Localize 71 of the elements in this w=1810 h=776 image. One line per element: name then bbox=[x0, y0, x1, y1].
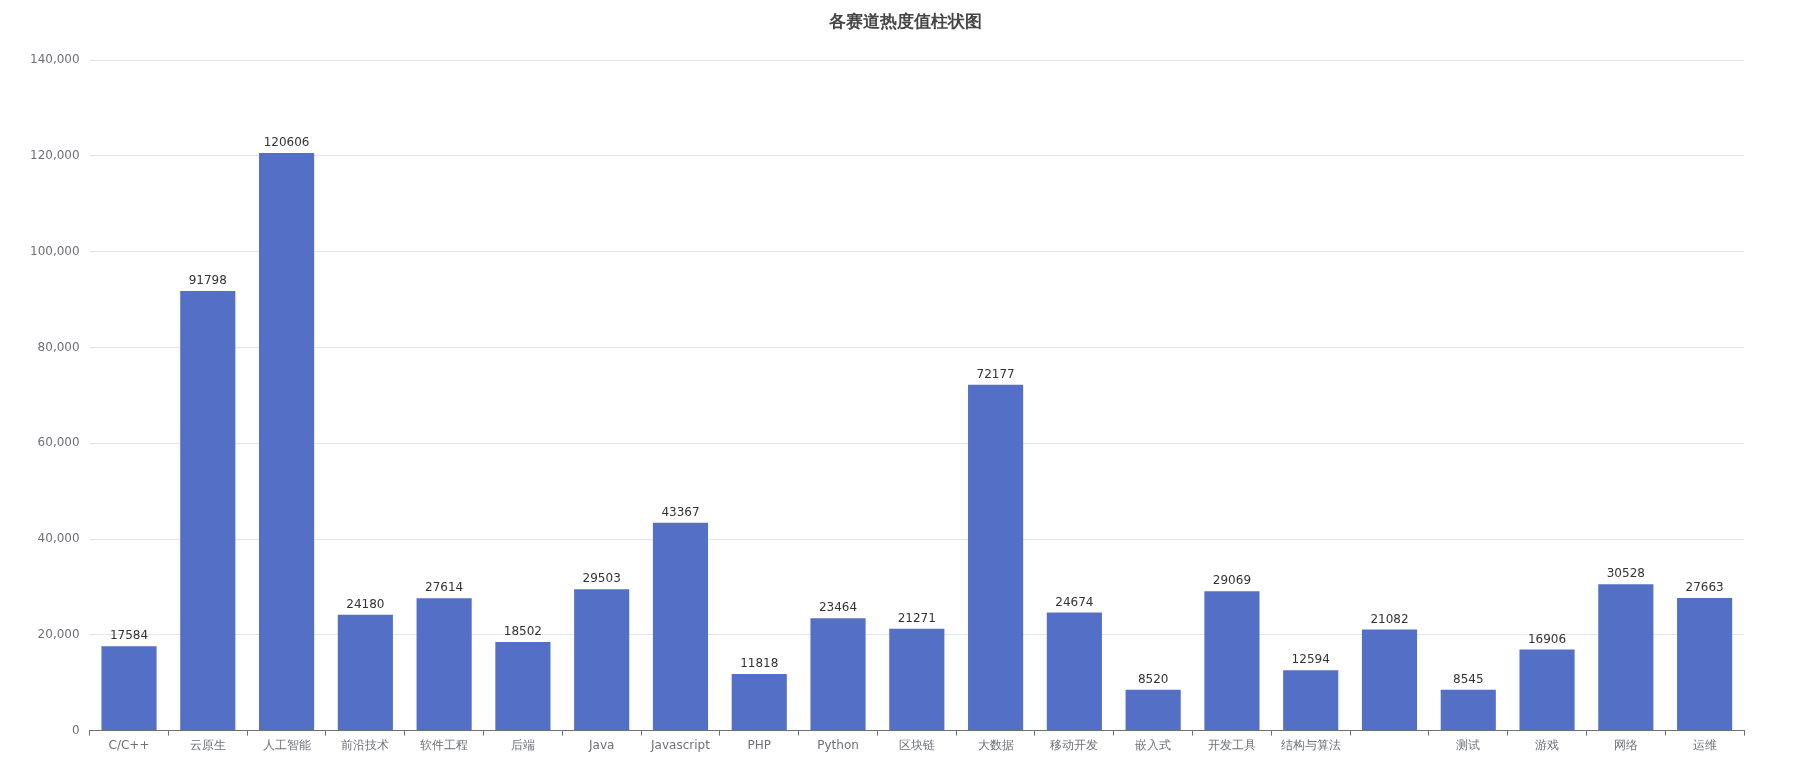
bar bbox=[1046, 612, 1102, 731]
bar bbox=[1125, 689, 1181, 731]
bar bbox=[1204, 591, 1260, 731]
data-label: 23464 bbox=[818, 600, 858, 615]
data-label: 27614 bbox=[425, 580, 464, 595]
y-tick-label: 100,000 bbox=[30, 243, 80, 258]
chart-title: 各赛道热度值柱状图 bbox=[827, 10, 983, 33]
x-tick-label: 软件工程 bbox=[420, 737, 469, 752]
x-tick-label: Java bbox=[588, 737, 615, 752]
x-tick-label: 移动开发 bbox=[1050, 737, 1099, 752]
bar bbox=[495, 641, 551, 731]
x-tick-label: C/C++ bbox=[108, 737, 150, 752]
x-tick-label: Javascript bbox=[650, 737, 711, 752]
x-tick-label: 网络 bbox=[1613, 737, 1638, 752]
bar bbox=[574, 589, 630, 731]
y-tick-label: 60,000 bbox=[37, 435, 80, 450]
x-tick-label: 人工智能 bbox=[262, 737, 311, 752]
data-label: 12594 bbox=[1291, 652, 1330, 667]
bar bbox=[810, 618, 866, 731]
x-tick-label: 区块链 bbox=[898, 737, 935, 752]
data-label: 18502 bbox=[503, 624, 543, 639]
x-tick-label: 前沿技术 bbox=[341, 737, 390, 752]
data-label: 11818 bbox=[740, 656, 779, 671]
bar bbox=[1283, 670, 1339, 731]
x-tick-label: Python bbox=[817, 737, 859, 752]
bar bbox=[968, 384, 1024, 731]
y-tick-label: 140,000 bbox=[30, 52, 80, 67]
data-label: 21271 bbox=[897, 610, 936, 625]
data-label: 8545 bbox=[1453, 671, 1484, 686]
y-tick-label: 20,000 bbox=[37, 626, 80, 641]
bar bbox=[1519, 649, 1575, 731]
bar bbox=[1440, 689, 1496, 731]
data-label: 24674 bbox=[1055, 594, 1094, 609]
data-label: 43367 bbox=[661, 505, 700, 519]
x-tick-label: PHP bbox=[747, 737, 771, 752]
x-tick-label: 游戏 bbox=[1535, 737, 1560, 752]
data-label: 24180 bbox=[346, 596, 385, 611]
y-tick-label: 120,000 bbox=[30, 147, 80, 162]
x-tick-label: 嵌入式 bbox=[1135, 737, 1172, 752]
x-tick-label: 大数据 bbox=[977, 737, 1014, 752]
x-tick-label: 云原生 bbox=[189, 737, 226, 752]
data-label: 91798 bbox=[188, 273, 227, 288]
y-tick-label: 80,000 bbox=[37, 339, 80, 354]
data-label: 72177 bbox=[976, 367, 1015, 381]
bar bbox=[416, 598, 472, 731]
data-label: 21082 bbox=[1370, 611, 1409, 626]
bar bbox=[889, 628, 945, 731]
bar bbox=[1598, 584, 1654, 731]
x-tick-label: 测试 bbox=[1456, 737, 1481, 752]
x-tick-label: 运维 bbox=[1692, 737, 1717, 752]
y-tick-label: 40,000 bbox=[37, 531, 80, 546]
data-label: 8520 bbox=[1137, 671, 1169, 686]
x-tick-label: 开发工具 bbox=[1207, 737, 1256, 752]
data-label: 29503 bbox=[582, 571, 621, 586]
bar bbox=[337, 614, 393, 731]
data-label: 27663 bbox=[1685, 580, 1724, 595]
data-label: 17584 bbox=[109, 628, 149, 643]
data-label: 30528 bbox=[1606, 566, 1645, 581]
bar bbox=[1361, 629, 1418, 731]
y-tick-label: 0 bbox=[71, 722, 80, 737]
bar bbox=[259, 152, 315, 731]
data-label: 120606 bbox=[263, 135, 310, 150]
x-tick-label: 后端 bbox=[510, 737, 535, 752]
data-label: 16906 bbox=[1527, 631, 1567, 646]
bar bbox=[652, 522, 709, 731]
bar bbox=[101, 646, 157, 731]
x-tick-label: 结构与算法 bbox=[1280, 737, 1341, 752]
bar bbox=[180, 290, 236, 731]
data-label: 29069 bbox=[1212, 573, 1252, 588]
bar bbox=[731, 673, 787, 731]
bar bbox=[1677, 598, 1733, 731]
